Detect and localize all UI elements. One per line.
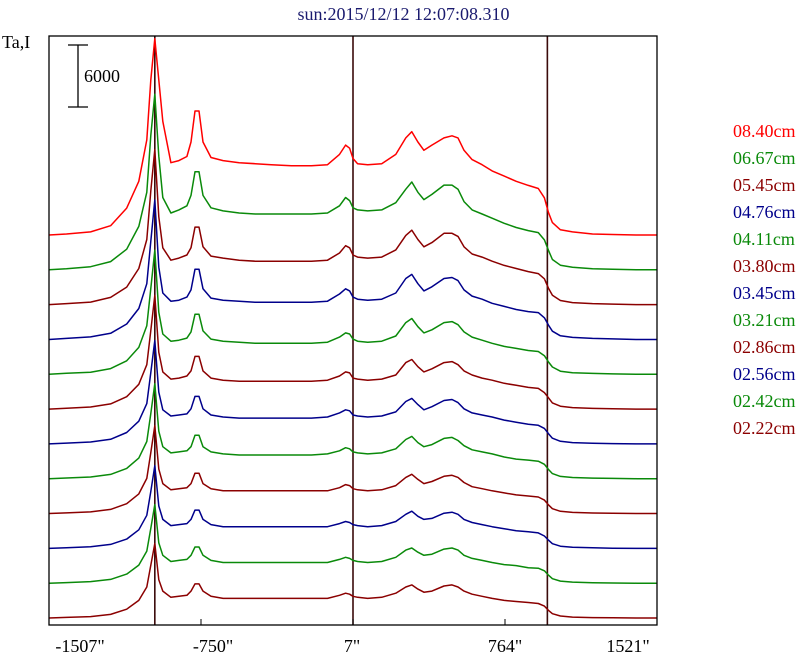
series-line-08.40cm [48, 37, 657, 236]
series-line-03.21cm [48, 382, 657, 480]
vertical-markers [154, 36, 549, 625]
legend-item: 03.45cm [733, 283, 796, 303]
x-ticks [48, 619, 658, 625]
legend-item: 03.21cm [733, 310, 796, 330]
series-line-02.86cm [48, 424, 657, 515]
legend-item: 04.11cm [733, 229, 795, 249]
legend-item: 02.22cm [733, 418, 796, 438]
series-line-02.42cm [48, 503, 657, 584]
chart-title: sun:2015/12/12 12:07:08.310 [297, 4, 510, 24]
series-line-03.45cm [48, 339, 657, 445]
x-tick-label: -1507" [55, 636, 105, 656]
x-tick-label: 1521" [606, 636, 650, 656]
series-line-04.11cm [48, 249, 657, 376]
series-line-06.67cm [48, 93, 657, 271]
series-lines [48, 37, 657, 619]
scale-bar [68, 44, 88, 108]
legend-item: 05.45cm [733, 175, 796, 195]
legend-item: 08.40cm [733, 121, 796, 141]
legend-item: 04.76cm [733, 202, 796, 222]
x-tick-label: 764" [487, 636, 523, 656]
scale-bar-label: 6000 [84, 66, 120, 86]
legend-item: 06.67cm [733, 148, 796, 168]
series-line-05.45cm [48, 148, 657, 306]
legend-item: 02.56cm [733, 364, 796, 384]
legend-item: 02.86cm [733, 337, 796, 357]
legend-item: 03.80cm [733, 256, 796, 276]
x-tick-label: 7" [343, 636, 361, 656]
series-line-02.56cm [48, 464, 657, 550]
series-line-04.76cm [48, 199, 657, 341]
series-line-03.80cm [48, 294, 657, 410]
legend: 08.40cm 06.67cm 05.45cm 04.76cm 04.11cm … [733, 118, 796, 442]
x-tick-label: -750" [192, 636, 234, 656]
series-line-02.22cm [48, 542, 657, 619]
y-axis-label: Ta,I [2, 32, 31, 52]
legend-item: 02.42cm [733, 391, 796, 411]
